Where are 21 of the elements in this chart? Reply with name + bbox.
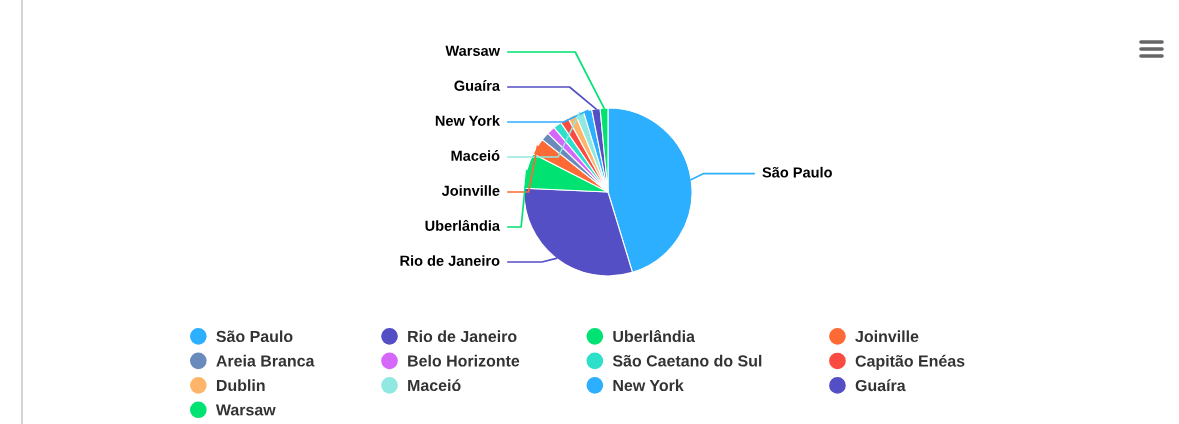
data-label: Warsaw (445, 45, 501, 56)
legend-label: New York (613, 379, 684, 392)
legend-label: Capitão Enéas (855, 354, 965, 370)
legend-label: Belo Horizonte (408, 354, 520, 367)
legend-label: Guaíra (855, 379, 906, 392)
data-label: New York (435, 115, 501, 126)
data-label: Guaíra (454, 80, 501, 91)
legend-label: São Paulo (216, 330, 293, 343)
data-label: Rio de Janeiro (400, 255, 500, 266)
legend-label: Rio de Janeiro (408, 330, 517, 343)
legend-label: São Caetano do Sul (612, 354, 762, 367)
data-label: Joinville (441, 185, 500, 196)
legend-label: Joinville (855, 330, 919, 343)
data-label: Uberlândia (425, 219, 501, 231)
legend-label: Areia Branca (216, 354, 315, 367)
legend-label: Maceió (408, 379, 461, 392)
data-label: São Paulo (762, 166, 832, 178)
legend-label: Uberlândia (613, 330, 696, 343)
legend-label: Dublin (216, 379, 265, 392)
data-label: Maceió (451, 150, 500, 161)
legend-label: Warsaw (215, 404, 276, 416)
